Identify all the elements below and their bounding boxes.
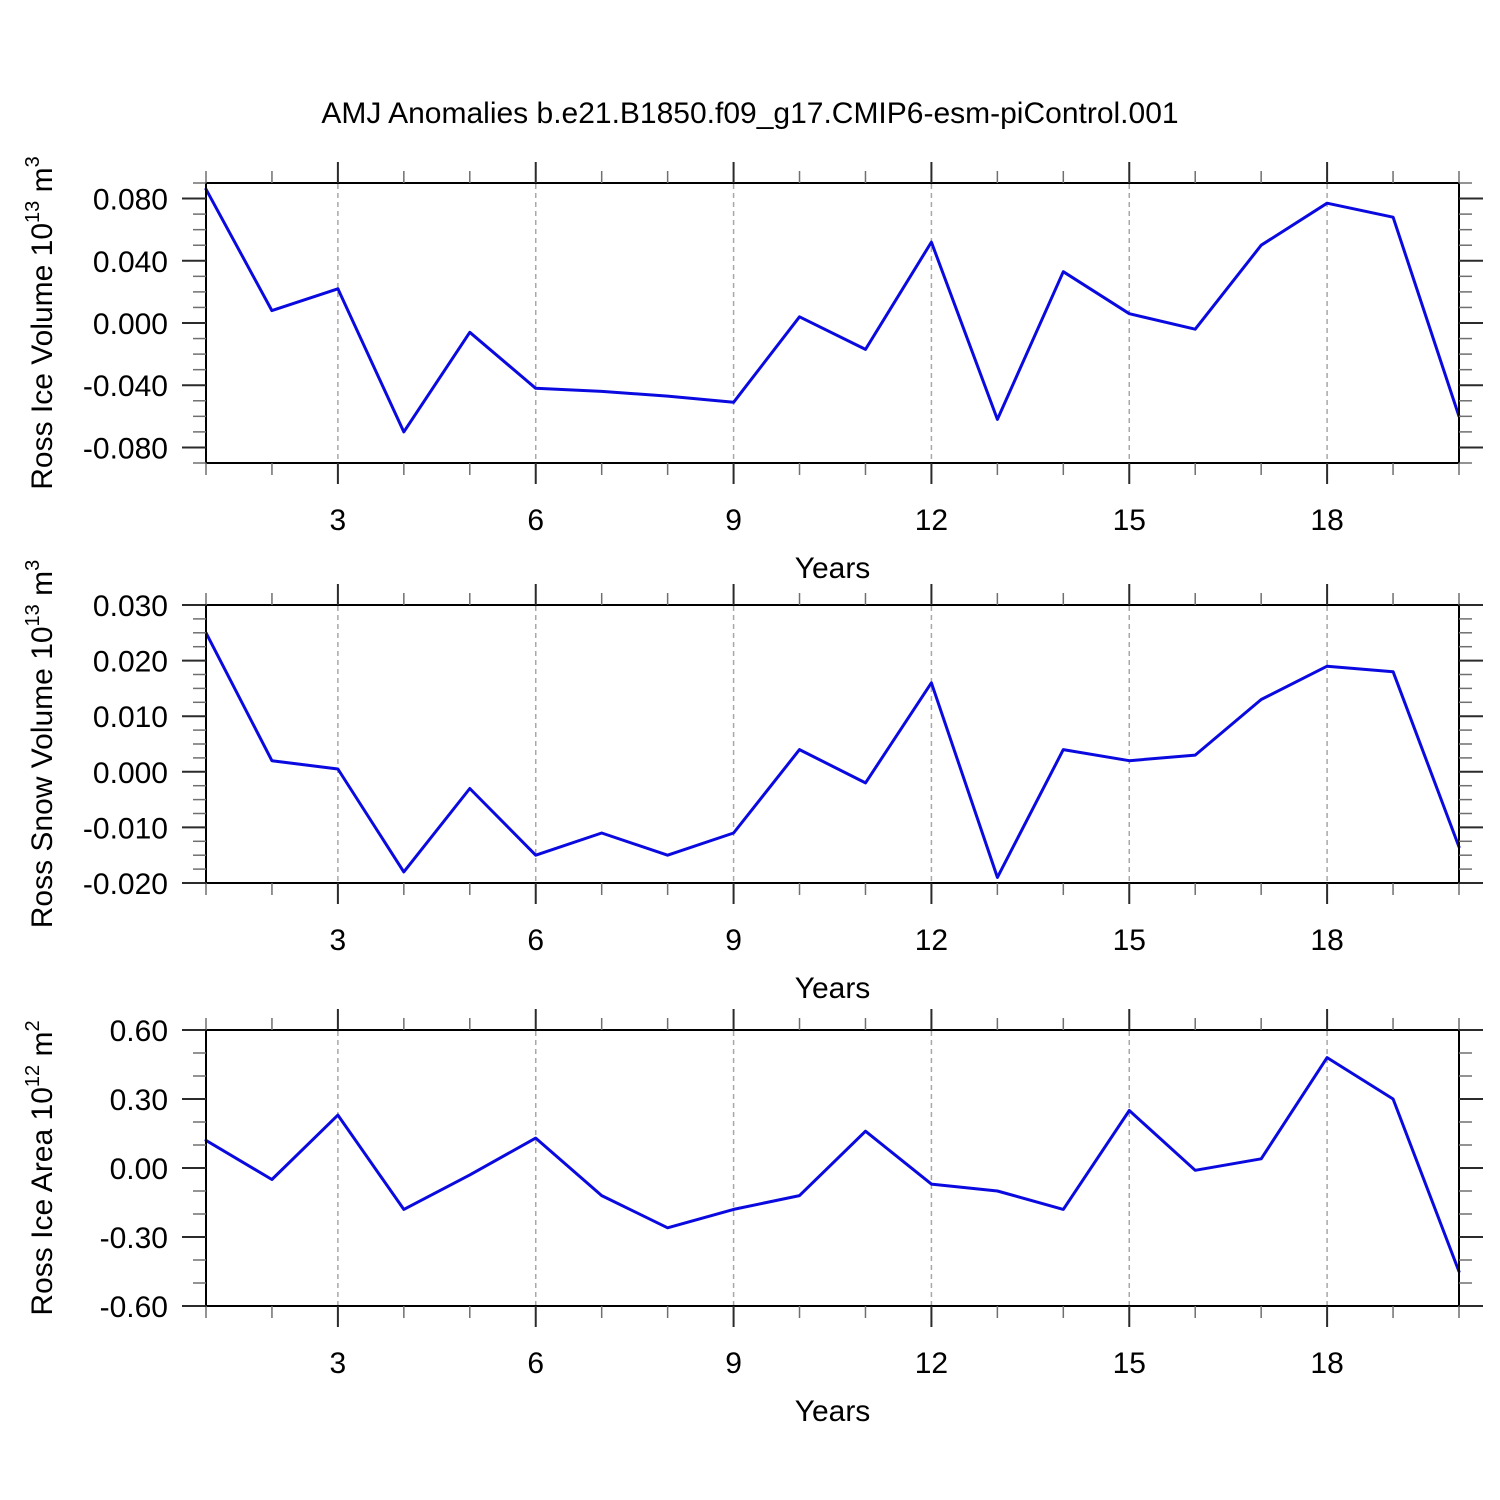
x-tick-label: 18 [1310,504,1343,537]
x-tick-label: 12 [915,504,948,537]
x-tick-label: 12 [915,1347,948,1380]
y-tick-label: -0.080 [83,432,168,465]
x-tick-label: 6 [527,1347,544,1380]
x-tick-label: 15 [1113,1347,1146,1380]
y-tick-label: 0.020 [93,646,168,679]
x-tick-label: 15 [1113,924,1146,957]
x-axis-label-ross-ice-volume: Years [795,552,871,585]
x-tick-label: 15 [1113,504,1146,537]
series-line-ross-snow-volume [204,631,1461,879]
x-tick-label: 12 [915,924,948,957]
y-tick-label: -0.30 [100,1222,168,1255]
x-tick-label: 9 [725,504,742,537]
y-tick-label: 0.000 [93,757,168,790]
x-tick-label: 3 [330,924,347,957]
y-axis-label-ross-snow-volume: Ross Snow Volume 1013 m3 [22,560,59,929]
panel-ross-snow-volume: 3 6 9 12 15 18 0.030 0.020 0.010 0.000 -0.010 -0.02… [22,560,1483,1005]
series-line-ross-ice-volume [204,187,1461,434]
y-axis-label-ross-ice-volume: Ross Ice Volume 1013 m3 [22,156,59,490]
plot-frame [205,604,1460,884]
x-tick-label: 6 [527,924,544,957]
x-tick-label: 9 [725,1347,742,1380]
y-tick-label: 0.040 [93,246,168,279]
y-tick-label: 0.030 [93,590,168,623]
y-tick-label: 0.00 [110,1153,168,1186]
x-tick-label: 18 [1310,1347,1343,1380]
x-tick-label: 18 [1310,924,1343,957]
x-tick-label: 9 [725,924,742,957]
series-line-ross-ice-area [204,1056,1461,1273]
plot-frame [205,1029,1460,1307]
y-tick-label: -0.010 [83,812,168,845]
x-tick-label: 3 [330,1347,347,1380]
page-title: AMJ Anomalies b.e21.B1850.f09_g17.CMIP6-… [321,97,1179,130]
panel-ross-ice-area: 3 6 9 12 15 18 0.60 0.30 0.00 -0.30 -0.60 Years Ross… [22,1009,1483,1428]
x-axis-label-ross-ice-area: Years [795,1395,871,1428]
y-tick-label: 0.010 [93,701,168,734]
panel-ross-ice-volume: 3 6 9 12 15 18 0.080 0.040 0.000 -0.040 -0.080 Year… [22,156,1483,585]
y-tick-label: -0.60 [100,1291,168,1324]
x-tick-label: 6 [527,504,544,537]
y-tick-label: 0.000 [93,308,168,341]
y-axis-label-ross-ice-area: Ross Ice Area 1012 m2 [22,1020,59,1315]
x-axis-label-ross-snow-volume: Years [795,972,871,1005]
y-tick-label: 0.30 [110,1084,168,1117]
y-tick-label: 0.080 [93,184,168,217]
plot-frame [205,182,1460,464]
x-tick-label: 3 [330,504,347,537]
y-tick-label: 0.60 [110,1015,168,1048]
y-tick-label: -0.040 [83,370,168,403]
y-tick-label: -0.020 [83,868,168,901]
